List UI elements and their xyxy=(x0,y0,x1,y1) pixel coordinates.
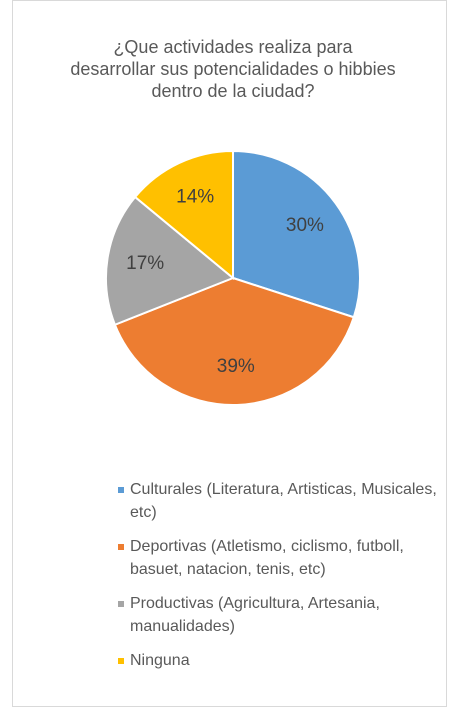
legend-label: Deportivas (Atletismo, ciclismo, futboll… xyxy=(130,538,404,578)
legend-item: Culturales (Literatura, Artisticas, Musi… xyxy=(118,478,438,524)
legend-item: Productivas (Agricultura, Artesania, man… xyxy=(118,592,438,638)
pie-slice xyxy=(232,149,361,319)
legend-item: Ninguna xyxy=(118,649,438,672)
legend-swatch xyxy=(118,658,124,664)
data-label: 17% xyxy=(126,253,164,274)
data-label: 14% xyxy=(176,187,214,208)
pie-slice xyxy=(113,276,356,406)
pie-slice xyxy=(105,195,235,327)
legend-swatch xyxy=(118,601,124,607)
legend-label: Ninguna xyxy=(130,652,190,669)
legend-label: Productivas (Agricultura, Artesania, man… xyxy=(130,595,380,635)
data-label: 39% xyxy=(217,356,255,377)
legend-swatch xyxy=(118,544,124,550)
legend-label: Culturales (Literatura, Artisticas, Musi… xyxy=(130,481,437,521)
legend: Culturales (Literatura, Artisticas, Musi… xyxy=(118,478,438,683)
chart-title: ¿Que actividades realiza para desarrolla… xyxy=(70,37,396,101)
data-label: 30% xyxy=(286,215,324,236)
legend-swatch xyxy=(118,487,124,493)
legend-item: Deportivas (Atletismo, ciclismo, futboll… xyxy=(118,535,438,581)
pie-slice xyxy=(133,149,234,281)
